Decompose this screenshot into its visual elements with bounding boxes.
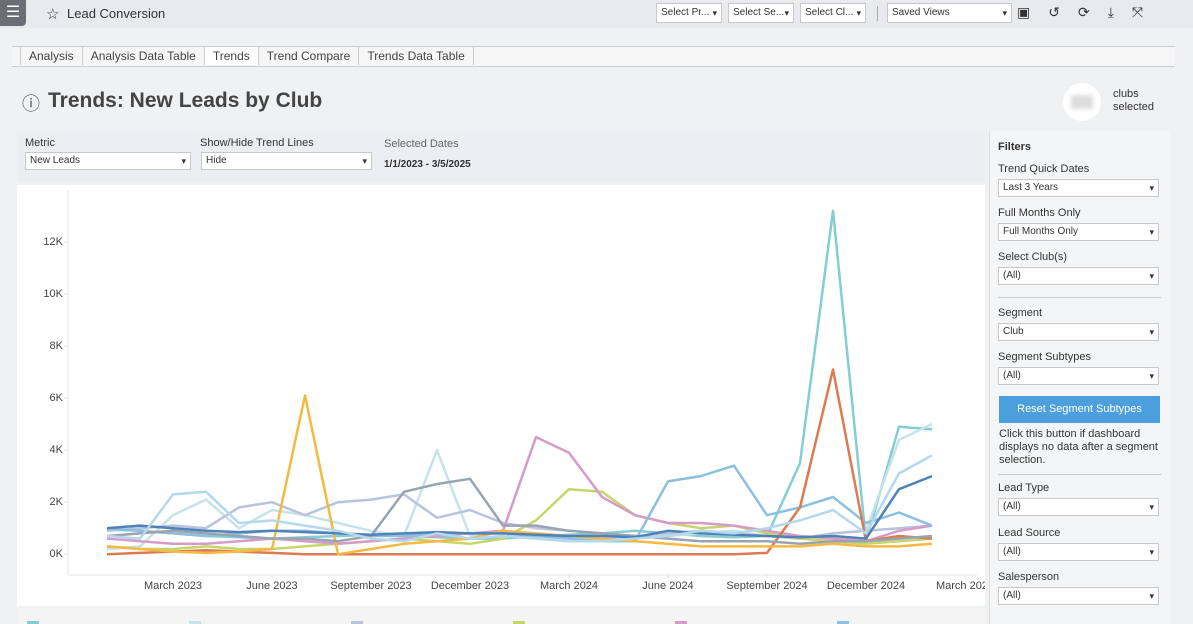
controls: Metric New Leads Show/Hide Trend Lines H… [17,131,985,182]
top-bar: ☰ ☆ Lead Conversion Select Pr... Select … [0,0,1193,28]
page-title: Trends: New Leads by Club [48,89,323,112]
x-tick-label: December 2024 [827,580,905,592]
tab[interactable]: Trends [204,47,259,65]
y-tick-label: 6K [50,392,64,404]
divider [998,474,1161,475]
filter-select[interactable]: (All) [998,587,1159,605]
selector[interactable]: Select Pr... [656,3,722,23]
info-icon[interactable]: ⓘ [22,94,40,114]
y-tick-label: 2K [50,496,64,508]
selector[interactable]: Select Cl... [800,3,866,23]
series-line [106,454,933,543]
filter-label: Select Club(s) [998,251,1068,263]
filter-label: Segment [998,307,1043,319]
y-tick-label: 4K [50,444,64,456]
legend-swatch [675,621,687,624]
separator [877,6,878,21]
filter-select[interactable]: Last 3 Years [998,179,1159,197]
filter-label: Salesperson [998,571,1060,583]
y-tick-label: 10K [43,288,63,300]
toolbar-icons[interactable]: ▣↺⟳⤓⤧ [1017,4,1162,20]
club-avatar [1063,83,1101,121]
x-tick-label: June 2024 [642,580,693,592]
saved-views[interactable]: Saved Views [887,3,1012,23]
star-icon[interactable]: ☆ [46,6,60,23]
reset-button[interactable]: Reset Segment Subtypes [999,396,1160,423]
x-tick-label: September 2023 [330,580,411,592]
filter-select[interactable]: (All) [998,498,1159,516]
x-tick-label: September 2024 [726,580,807,592]
tab[interactable]: Analysis [21,47,83,65]
filter-label: Segment Subtypes [998,351,1091,363]
legend-swatch [351,621,363,624]
metric-select[interactable]: New Leads [25,152,191,170]
legend-swatch [189,621,201,624]
filter-select[interactable]: Club [998,323,1159,341]
club-badge: clubs selected [1113,88,1154,113]
filters-title: Filters [998,141,1032,153]
filter-select[interactable]: (All) [998,367,1159,385]
x-tick-label: March 2024 [540,580,598,592]
filter-select[interactable]: Full Months Only [998,223,1159,241]
y-tick-label: 0K [50,548,64,560]
series-line [106,435,933,546]
legend-swatch [27,621,39,624]
filter-note: Click this button if dashboard displays … [999,428,1158,466]
dates-value: 1/1/2023 - 3/5/2025 [384,159,471,170]
series-line [106,477,933,546]
x-tick-label: December 2023 [431,580,509,592]
chart: 0K 2K 4K 6K 8K 10K 12K March 2023 June 2023 Septe… [17,185,985,624]
tab-bar: Analysis Analysis Data Table Trends Trend C… [12,46,1175,67]
trend-label: Show/Hide Trend Lines [200,137,314,149]
filter-select[interactable]: (All) [998,543,1159,561]
x-tick-label: March 2025 [936,580,985,592]
series-line [106,474,933,540]
legend-swatch [837,621,849,624]
trend-select[interactable]: Hide [201,152,372,170]
filter-label: Lead Type [998,482,1050,494]
filter-label: Trend Quick Dates [998,163,1090,175]
filters-panel: Filters Trend Quick Dates Last 3 Years Ful… [989,131,1170,624]
y-tick-label: 8K [50,340,64,352]
filter-label: Full Months Only [998,207,1081,219]
filter-select[interactable]: (All) [998,267,1159,285]
x-tick-label: March 2023 [144,580,202,592]
tab[interactable]: Trend Compare [259,47,360,65]
x-tick-label: June 2023 [246,580,297,592]
filter-label: Lead Source [998,527,1061,539]
app-title: Lead Conversion [67,6,166,21]
legend-swatch [513,621,525,624]
tabs: Analysis Analysis Data Table Trends Trend C… [20,47,474,65]
tab[interactable]: Trends Data Table [359,47,474,65]
metric-label: Metric [25,137,55,149]
selector[interactable]: Select Se... [728,3,794,23]
legend-area [17,608,985,624]
series-line [106,394,933,556]
menu-button[interactable]: ☰ [0,0,26,26]
y-tick-label: 12K [43,236,63,248]
divider [998,297,1161,298]
tab[interactable]: Analysis Data Table [83,47,205,65]
dates-label: Selected Dates [384,138,459,150]
